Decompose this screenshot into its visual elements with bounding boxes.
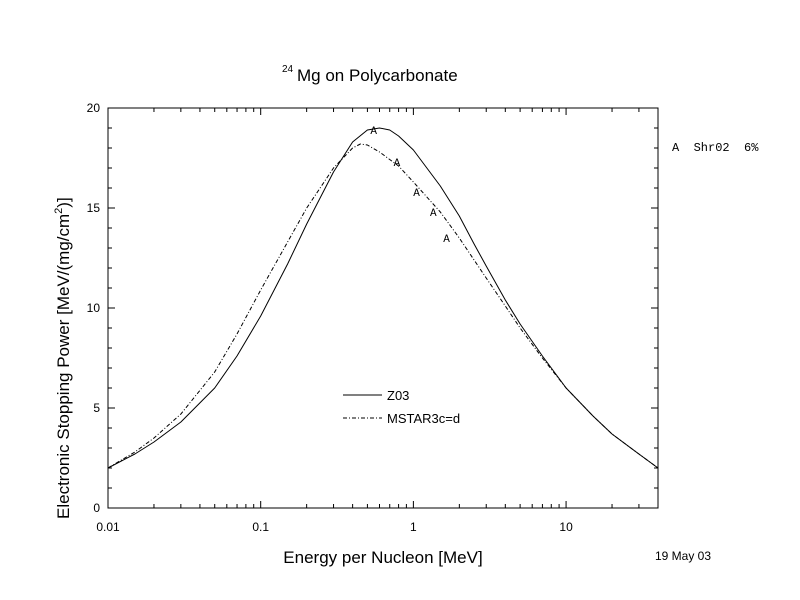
marker-legend-shr02: A Shr02 6%: [672, 141, 759, 155]
svg-text:Electronic Stopping Power [MeV: Electronic Stopping Power [MeV/(mg/cm2)]: [53, 197, 73, 519]
axis-tick-labels: 0.01 0.1 1 10 0 5 10 15 20: [87, 101, 573, 534]
chart-title: Mg on Polycarbonate: [297, 66, 458, 85]
x-tick-label: 0.01: [96, 520, 120, 534]
x-tick-label: 0.1: [252, 520, 269, 534]
data-marker-a: A: [394, 158, 401, 170]
data-marker-a: A: [430, 208, 437, 220]
series-line-mstar: [107, 143, 659, 469]
x-tick-label: 10: [559, 520, 573, 534]
y-tick-label: 0: [93, 501, 100, 515]
legend-label-mstar: MSTAR3c=d: [387, 411, 460, 426]
y-axis-label-end: )]: [54, 197, 73, 207]
y-tick-label: 15: [87, 201, 101, 215]
legend-label-z03: Z03: [387, 388, 409, 403]
data-marker-a: A: [443, 234, 450, 246]
y-tick-label: 10: [87, 301, 101, 315]
legend: Z03 MSTAR3c=d: [343, 388, 460, 426]
y-axis-label-main: Electronic Stopping Power [MeV/(mg/cm: [54, 214, 73, 519]
x-axis-label: Energy per Nucleon [MeV]: [283, 548, 482, 567]
y-tick-label: 5: [93, 401, 100, 415]
data-marker-a: A: [413, 188, 420, 200]
plot-frame: [107, 107, 659, 509]
date-note: 19 May 03: [655, 549, 711, 563]
series-lines: [107, 127, 659, 469]
title-superscript: 24: [282, 64, 294, 75]
series-line-z03: [107, 127, 659, 469]
axis-ticks: [107, 107, 659, 509]
y-axis-label-sup: 2: [53, 208, 65, 214]
y-axis-label: Electronic Stopping Power [MeV/(mg/cm2)]: [53, 197, 73, 519]
y-tick-label: 20: [87, 101, 101, 115]
x-tick-label: 1: [410, 520, 417, 534]
data-marker-a: A: [370, 126, 377, 138]
